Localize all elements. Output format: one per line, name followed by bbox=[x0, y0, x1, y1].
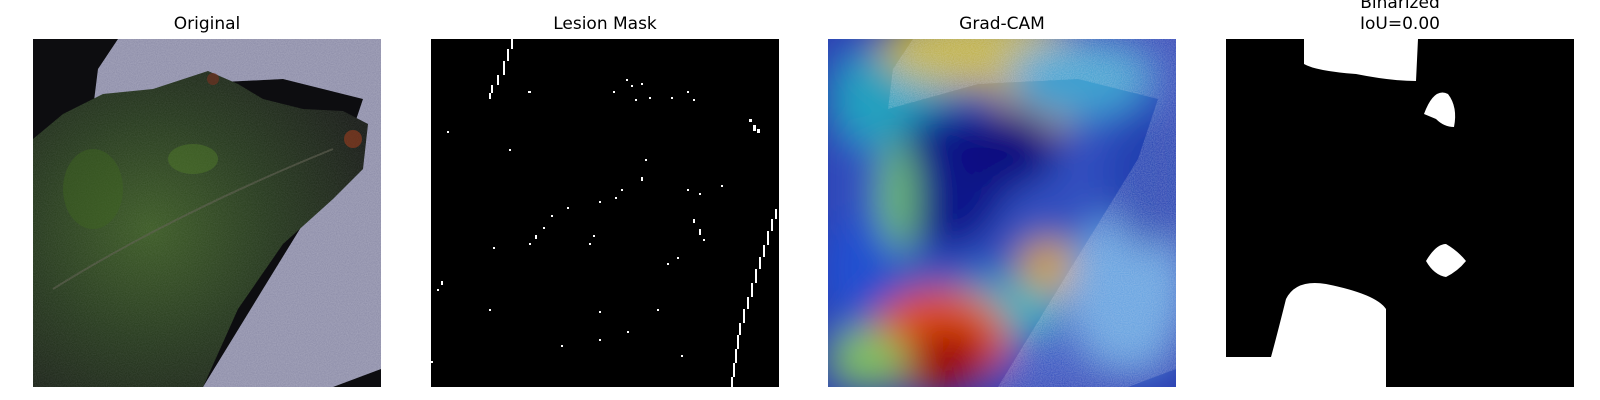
binarized-blob-lower bbox=[1426, 244, 1466, 277]
lesion-mask-render bbox=[431, 39, 779, 387]
grad-cam-image bbox=[828, 39, 1176, 387]
leaf-spot bbox=[207, 73, 219, 85]
binarized-render bbox=[1226, 39, 1574, 387]
binarized-image bbox=[1226, 39, 1574, 387]
grad-cam-render bbox=[828, 39, 1176, 387]
original-image bbox=[33, 39, 381, 387]
title-lesion-mask: Lesion Mask bbox=[553, 14, 657, 34]
title-iou: IoU=0.00 bbox=[1360, 14, 1440, 34]
title-grad-cam: Grad-CAM bbox=[959, 14, 1045, 34]
lesion-specks bbox=[431, 39, 777, 387]
leaf-spot bbox=[344, 130, 362, 148]
title-binarized: Binarized bbox=[1360, 0, 1440, 13]
original-image-render bbox=[33, 39, 381, 387]
lesion-mask-image bbox=[431, 39, 779, 387]
title-original: Original bbox=[173, 14, 241, 34]
binarized-blob-upper bbox=[1424, 92, 1456, 127]
binarized-region bbox=[1226, 39, 1574, 387]
